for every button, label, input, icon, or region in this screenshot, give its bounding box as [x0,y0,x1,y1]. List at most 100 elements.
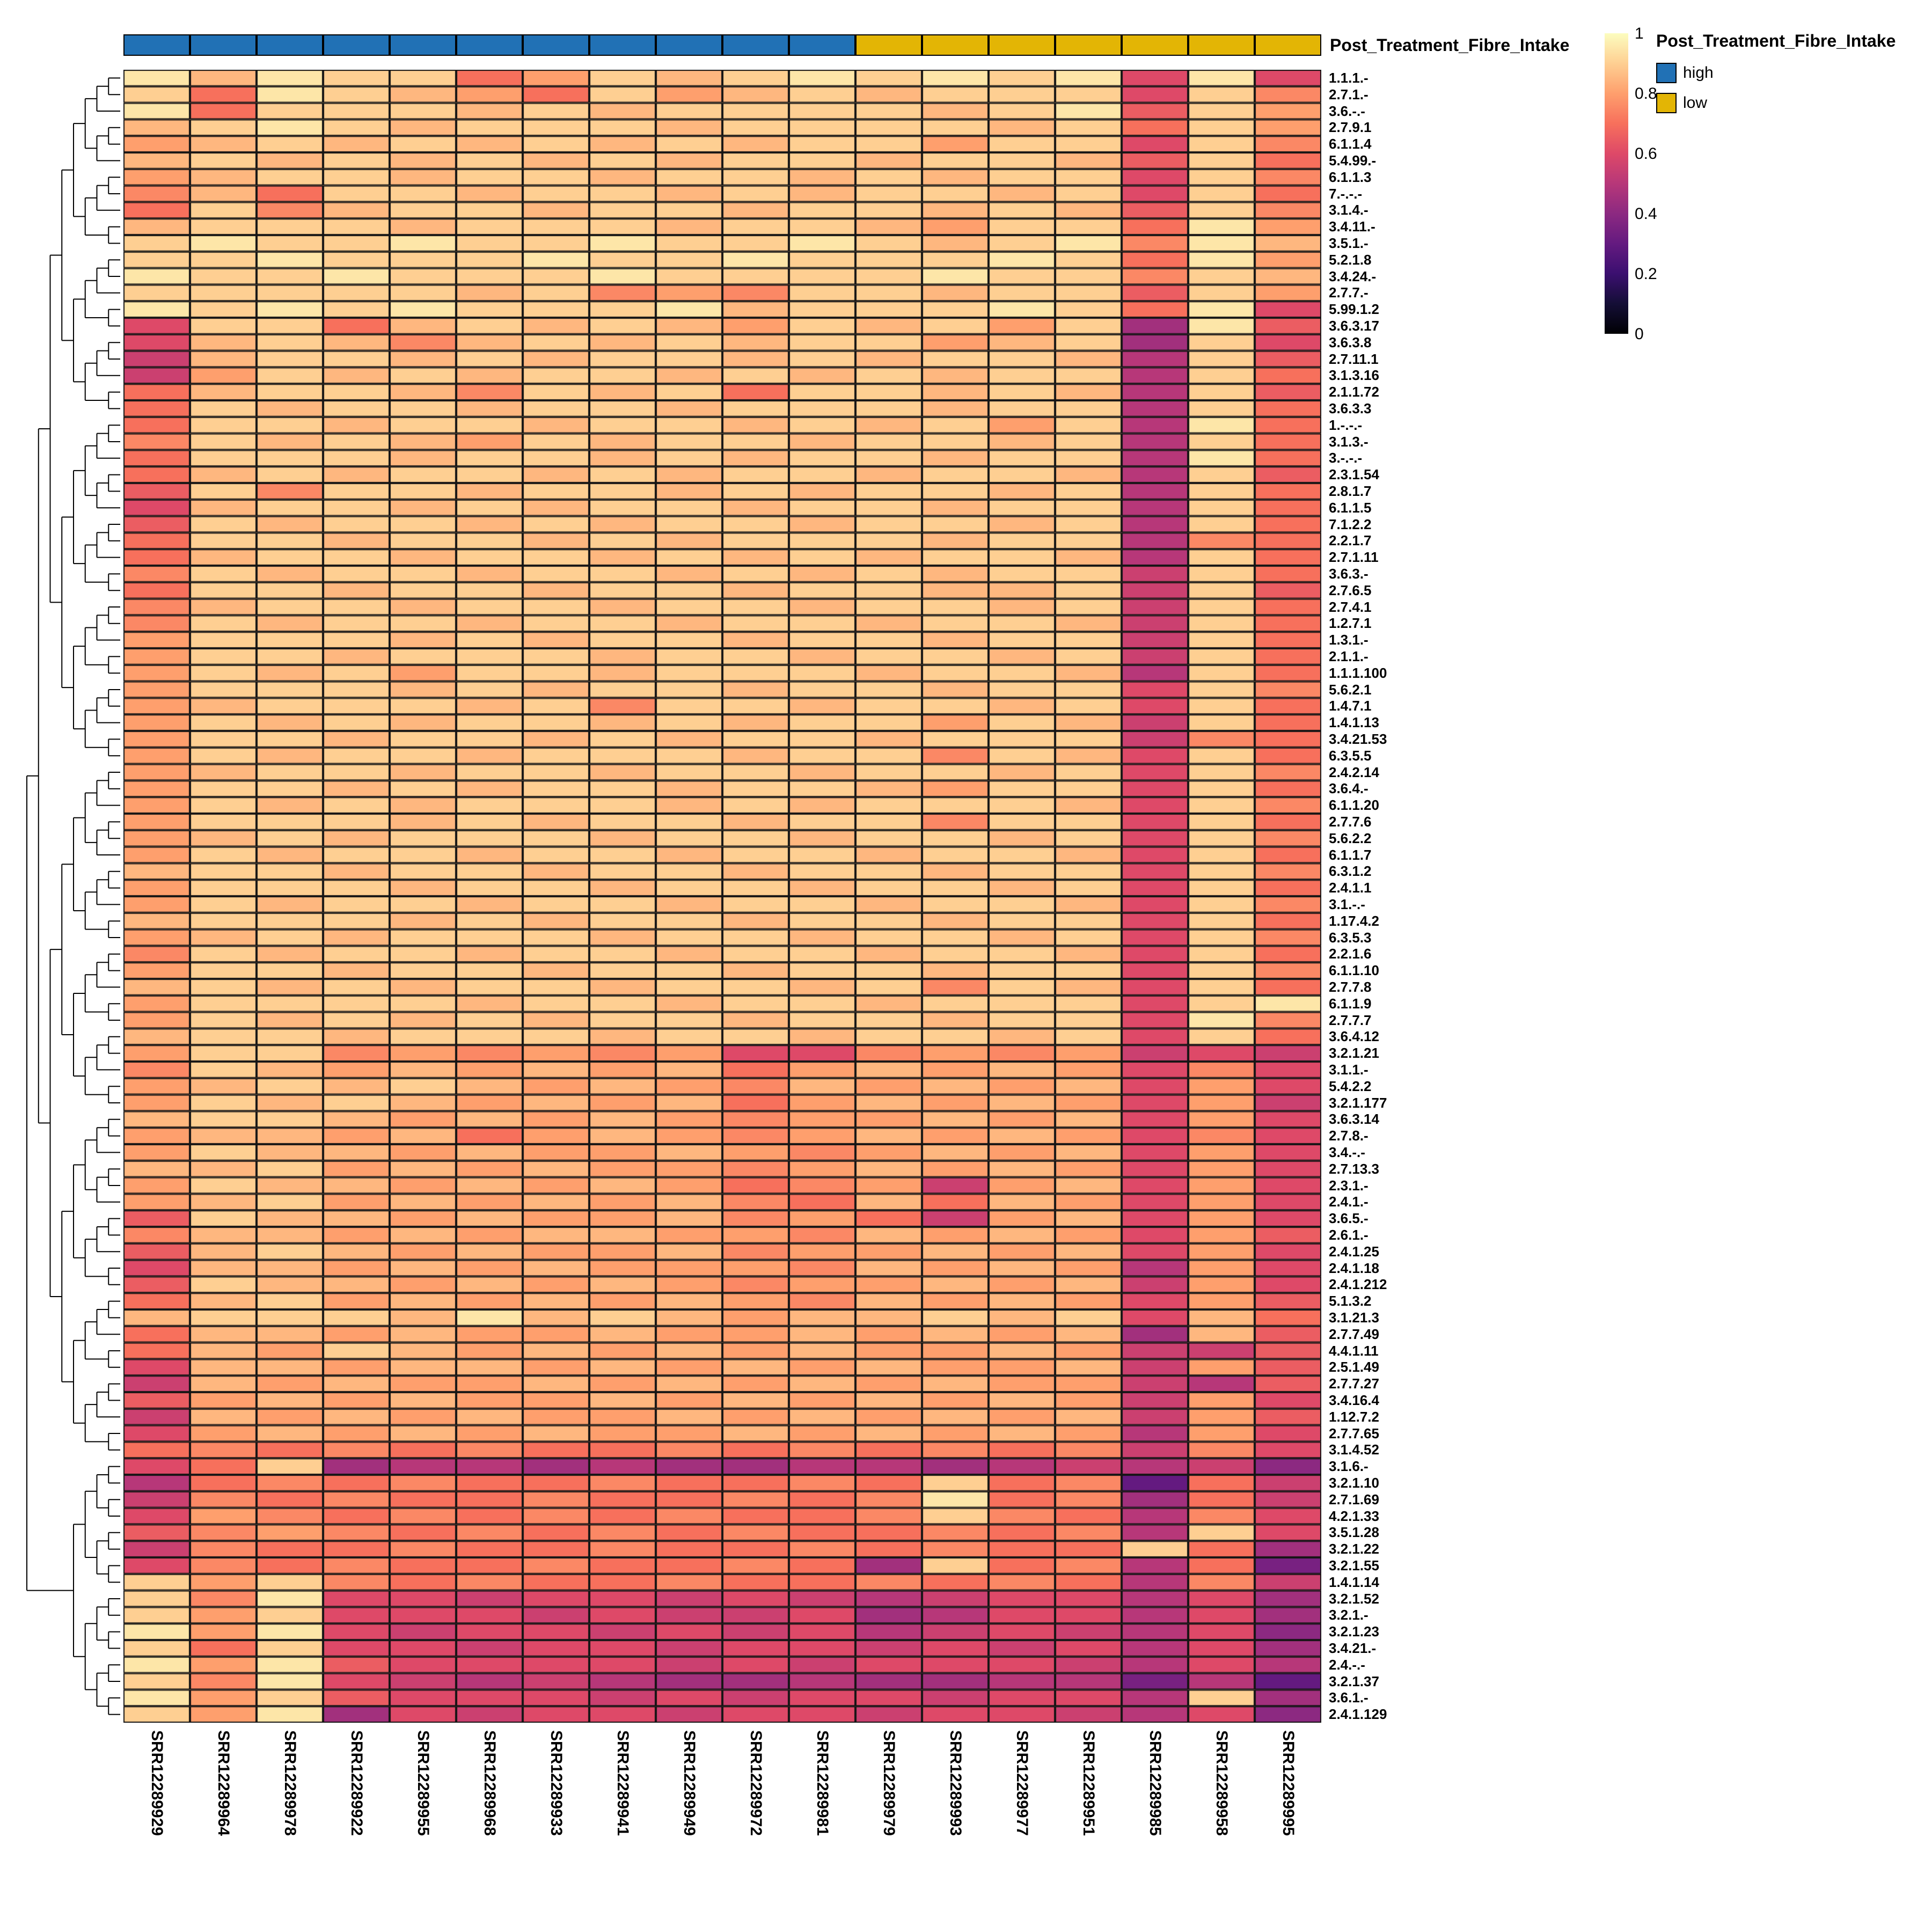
row-label: 2.4.-.- [1329,1656,1365,1673]
row-label: 3.1.6.- [1329,1458,1368,1475]
annotation-cell [456,34,523,56]
row-label: 1.-.-.- [1329,416,1363,433]
row-label: 3.5.1.28 [1329,1524,1379,1541]
row-label: 2.7.1.11 [1329,549,1379,566]
row-label: 3.1.4.52 [1329,1441,1379,1458]
column-label: SRR12289995 [1279,1730,1297,1836]
annotation-cell [1188,34,1255,56]
row-label: 3.6.3.- [1329,566,1368,582]
column-label: SRR12289985 [1146,1730,1164,1836]
colorbar-tick-label: 0.2 [1635,265,1657,283]
row-label: 5.4.2.2 [1329,1078,1372,1094]
row-label: 2.7.7.7 [1329,1012,1372,1028]
column-label: SRR12289958 [1213,1730,1231,1836]
row-label: 6.1.1.4 [1329,136,1372,152]
row-label: 3.1.-.- [1329,896,1365,912]
legend-item: low [1656,92,1707,114]
row-label: 3.4.16.4 [1329,1392,1379,1408]
row-label: 2.4.1.212 [1329,1276,1387,1293]
row-label: 3.2.1.21 [1329,1045,1379,1062]
row-label: 6.1.1.10 [1329,962,1379,979]
row-label: 3.2.1.52 [1329,1590,1379,1607]
column-label: SRR12289978 [281,1730,299,1836]
column-label: SRR12289951 [1080,1730,1097,1836]
row-label: 3.4.21.53 [1329,731,1387,747]
column-label: SRR12289977 [1013,1730,1031,1836]
legend-swatch [1656,93,1677,113]
row-label: 1.4.1.13 [1329,714,1379,731]
row-label: 2.4.1.1 [1329,880,1372,896]
row-label: 3.2.1.177 [1329,1094,1387,1111]
column-label: SRR12289955 [414,1730,432,1836]
legend-label: low [1683,94,1708,112]
row-label: 3.-.-.- [1329,450,1363,466]
row-label: 1.4.1.14 [1329,1574,1379,1590]
annotation-cell [1055,34,1122,56]
dendrogram-lines [26,77,120,1715]
column-label: SRR12289981 [814,1730,831,1836]
row-label: 7.-.-.- [1329,185,1363,202]
row-label: 1.17.4.2 [1329,912,1379,929]
row-label: 3.6.1.- [1329,1689,1368,1706]
row-label: 2.7.7.49 [1329,1326,1379,1342]
annotation-cell [523,34,589,56]
row-label: 3.6.5.- [1329,1210,1368,1227]
row-label: 1.4.7.1 [1329,698,1372,714]
row-label: 3.1.3.- [1329,433,1368,450]
row-label: 6.1.1.9 [1329,995,1372,1012]
column-label: SRR12289972 [747,1730,765,1836]
row-label: 3.6.3.8 [1329,334,1372,350]
annotation-cell [922,34,989,56]
row-label: 5.4.99.- [1329,152,1377,169]
row-label: 2.7.7.65 [1329,1425,1379,1441]
row-label: 7.1.2.2 [1329,516,1372,532]
row-label: 2.7.1.69 [1329,1491,1379,1507]
row-label: 2.4.1.25 [1329,1243,1379,1260]
row-label: 2.7.7.- [1329,284,1368,301]
column-label: SRR12289993 [947,1730,964,1836]
row-label: 2.7.7.27 [1329,1375,1379,1392]
row-label: 4.4.1.11 [1329,1342,1379,1359]
row-label: 2.7.7.8 [1329,979,1372,995]
row-label: 2.6.1.- [1329,1227,1368,1243]
legend-item: high [1656,62,1714,84]
row-label: 5.6.2.1 [1329,681,1372,698]
row-label: 2.2.1.7 [1329,532,1372,549]
annotation-cell [855,34,922,56]
row-label: 2.7.11.1 [1329,350,1379,367]
colorbar-tick-label: 0.4 [1635,205,1657,223]
legend-label: high [1683,64,1714,82]
annotation-cell [390,34,456,56]
row-label: 2.4.1.129 [1329,1706,1387,1723]
row-label: 1.1.1.100 [1329,664,1387,681]
row-label: 3.6.4.- [1329,780,1368,797]
row-label: 2.4.1.18 [1329,1260,1379,1276]
row-label: 3.1.3.16 [1329,367,1379,384]
annotation-cell [257,34,323,56]
annotation-cell [722,34,789,56]
colorbar-tick-label: 1 [1635,25,1644,42]
row-label: 6.1.1.20 [1329,797,1379,814]
row-label: 3.2.1.22 [1329,1541,1379,1557]
row-label: 2.3.1.54 [1329,466,1379,483]
column-label: SRR12289979 [880,1730,898,1836]
row-label: 5.2.1.8 [1329,251,1372,268]
row-label: 6.3.5.3 [1329,929,1372,946]
column-label: SRR12289933 [547,1730,565,1836]
annotation-cell [1122,34,1188,56]
row-label: 3.2.1.- [1329,1607,1368,1623]
row-label: 3.2.1.37 [1329,1673,1379,1689]
row-label: 3.4.21.- [1329,1640,1377,1656]
annotation-cell [190,34,257,56]
row-label: 5.6.2.2 [1329,830,1372,846]
colorbar-tick-label: 0 [1635,325,1644,343]
row-label: 2.7.6.5 [1329,582,1372,598]
annotation-cell [589,34,656,56]
row-label: 3.4.-.- [1329,1144,1365,1160]
row-label: 3.1.21.3 [1329,1309,1379,1326]
row-label: 3.4.11.- [1329,218,1375,235]
row-dendrogram [26,77,120,1715]
annotation-cell [656,34,722,56]
column-annotation-label: Post_Treatment_Fibre_Intake [1330,35,1570,55]
